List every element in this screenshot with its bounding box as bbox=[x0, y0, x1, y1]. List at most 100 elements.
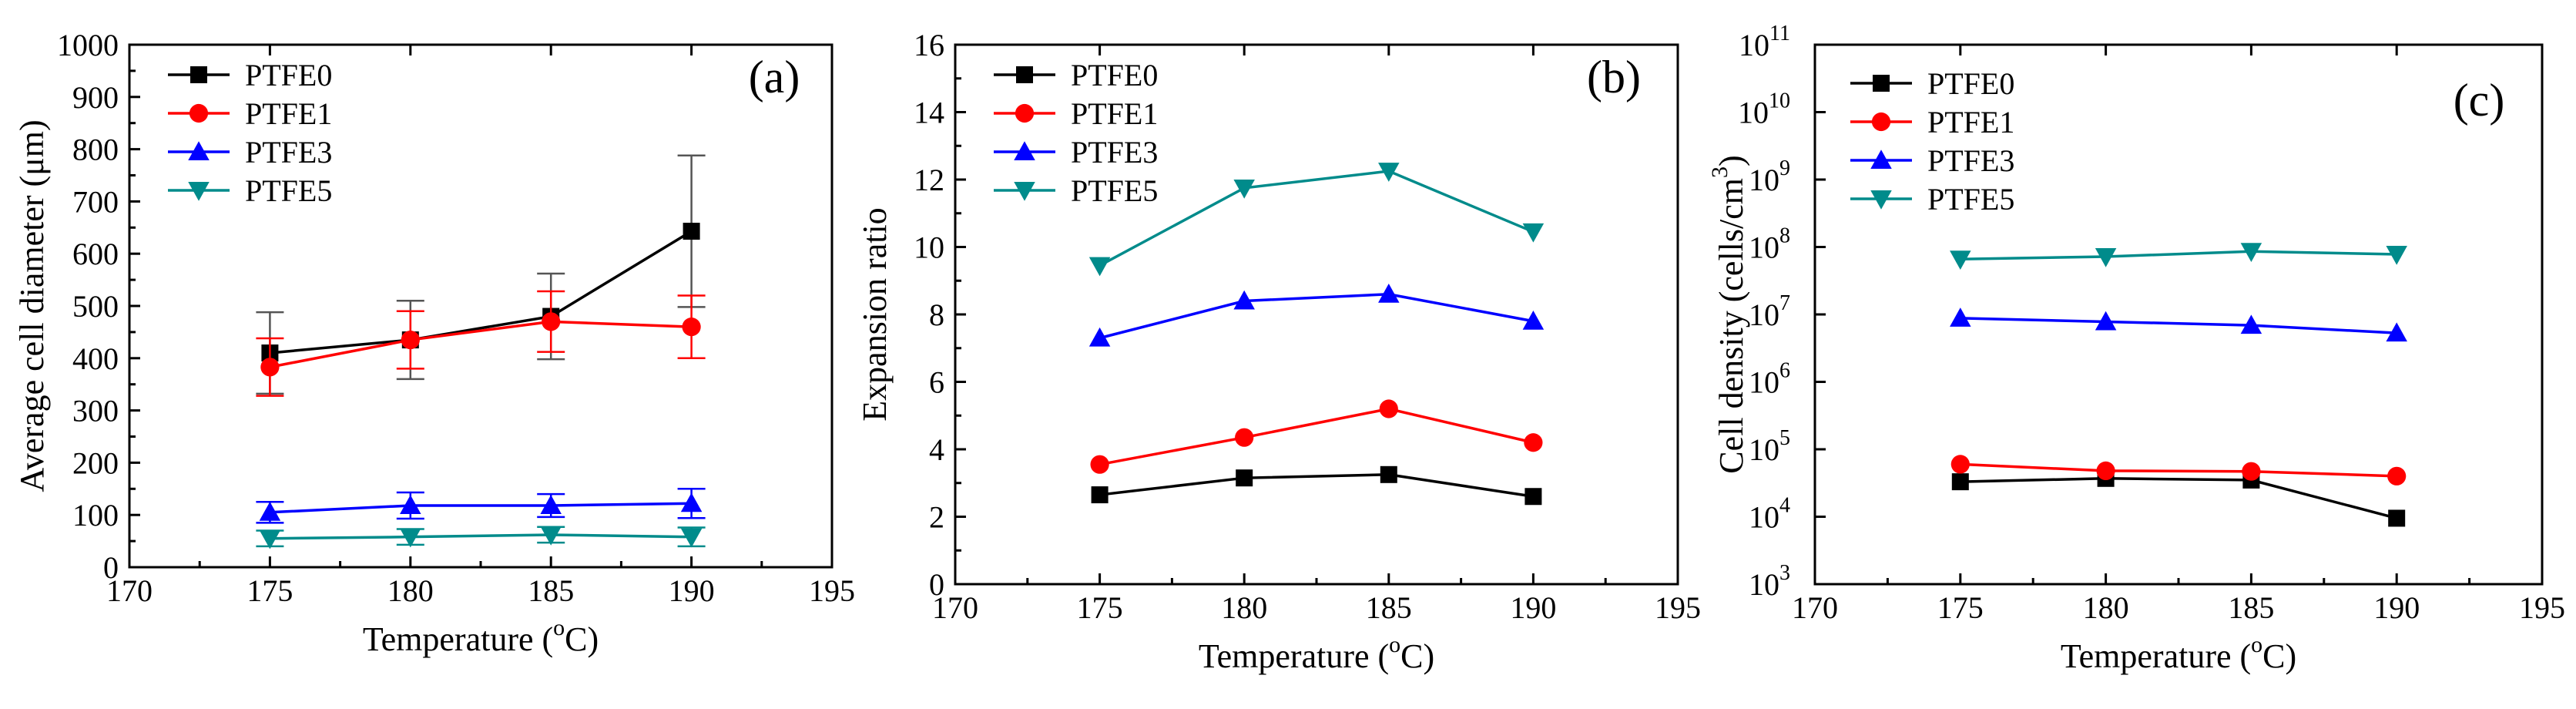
y-tick-base: 10 bbox=[1749, 163, 1779, 197]
y-tick-exponent: 3 bbox=[1779, 561, 1790, 585]
y-tick-base: 10 bbox=[1739, 28, 1769, 62]
series-ptfe3 bbox=[1088, 284, 1545, 347]
data-point bbox=[2240, 243, 2262, 262]
x-tick-label: 175 bbox=[247, 573, 293, 608]
y-tick-label: 107 bbox=[1749, 291, 1790, 332]
data-point bbox=[400, 528, 421, 548]
data-point bbox=[1235, 428, 1254, 447]
legend-marker bbox=[1870, 150, 1892, 169]
x-axis-label-degree: o bbox=[1389, 632, 1400, 657]
data-point bbox=[2386, 245, 2407, 265]
y-tick-exponent: 11 bbox=[1769, 22, 1790, 45]
x-axis-label-unit: C) bbox=[565, 620, 599, 658]
y-tick-label: 4 bbox=[929, 432, 944, 467]
x-tick-label: 180 bbox=[1221, 590, 1267, 625]
y-tick-label: 200 bbox=[72, 445, 119, 480]
y-tick-exponent: 5 bbox=[1779, 426, 1790, 450]
y-tick-exponent: 8 bbox=[1779, 224, 1790, 248]
y-tick-label: 12 bbox=[914, 163, 944, 197]
panel-label: (a) bbox=[749, 52, 800, 102]
x-tick-label: 170 bbox=[932, 590, 978, 625]
data-point bbox=[1950, 307, 1971, 327]
plot-frame bbox=[954, 43, 1679, 586]
y-axis-label-superscript: 3 bbox=[1707, 166, 1732, 178]
data-point bbox=[2242, 462, 2261, 481]
series-line bbox=[270, 230, 693, 354]
y-tick-exponent: 9 bbox=[1779, 156, 1790, 180]
y-tick-label: 2 bbox=[929, 500, 944, 535]
series-line bbox=[1960, 250, 2397, 261]
y-tick-label: 10 bbox=[914, 230, 944, 265]
series-ptfe3 bbox=[1950, 307, 2407, 342]
x-axis-label-unit: C) bbox=[1400, 637, 1434, 675]
legend-item-ptfe5: PTFE5 bbox=[994, 173, 1158, 208]
data-point bbox=[680, 528, 703, 548]
chart-panel-1: 170 175 180 185 190 195 0 100 200 300 400 500 600 700… bbox=[13, 28, 855, 658]
panel-label: (c) bbox=[2454, 75, 2505, 126]
y-tick-label: 1000 bbox=[57, 28, 119, 62]
series-line bbox=[1099, 473, 1534, 498]
data-point bbox=[2095, 247, 2117, 267]
y-axis-label-text: Cell density (cells/cm bbox=[1712, 178, 1750, 474]
x-tick-label: 175 bbox=[1077, 590, 1123, 625]
legend-marker bbox=[189, 103, 209, 123]
legend-label: PTFE1 bbox=[1071, 96, 1158, 131]
legend-item-ptfe3: PTFE3 bbox=[1850, 143, 2014, 178]
y-tick-label: 800 bbox=[72, 133, 119, 167]
y-tick-label: 8 bbox=[929, 297, 944, 332]
x-tick-label: 180 bbox=[2083, 590, 2129, 625]
legend-item-ptfe5: PTFE5 bbox=[168, 173, 332, 208]
y-tick-label: 105 bbox=[1749, 426, 1790, 467]
series-ptfe1 bbox=[1950, 455, 2407, 486]
data-point bbox=[2240, 314, 2262, 334]
data-point bbox=[1524, 433, 1543, 452]
data-point bbox=[1090, 455, 1109, 474]
x-tick-label: 185 bbox=[2228, 590, 2274, 625]
data-point bbox=[542, 312, 561, 331]
x-tick-label: 195 bbox=[2519, 590, 2565, 625]
x-tick-label: 195 bbox=[1655, 590, 1701, 625]
y-tick-label: 0 bbox=[103, 550, 119, 585]
x-tick-label: 195 bbox=[809, 573, 855, 608]
legend-item-ptfe1: PTFE1 bbox=[168, 96, 332, 131]
data-point bbox=[1522, 223, 1545, 243]
panel-label: (b) bbox=[1587, 52, 1641, 102]
x-tick-label: 170 bbox=[1792, 590, 1838, 625]
y-tick-base: 10 bbox=[1749, 297, 1779, 332]
legend-label: PTFE3 bbox=[1071, 135, 1158, 170]
data-point bbox=[2096, 461, 2115, 480]
series-ptfe5 bbox=[1950, 243, 2407, 270]
data-point bbox=[1088, 257, 1111, 277]
x-axis-label-unit: C) bbox=[2262, 637, 2296, 675]
y-axis-label: Expansion ratio bbox=[856, 207, 894, 421]
data-point bbox=[540, 526, 562, 546]
x-axis-label-degree: o bbox=[553, 615, 565, 640]
data-point bbox=[1380, 465, 1397, 483]
y-tick-base: 10 bbox=[1749, 567, 1779, 602]
x-tick-label: 180 bbox=[387, 573, 434, 608]
y-tick-label: 300 bbox=[72, 394, 119, 428]
series-line bbox=[1099, 292, 1534, 340]
legend-label: PTFE3 bbox=[245, 135, 332, 170]
series-ptfe3 bbox=[256, 488, 706, 524]
legend-item-ptfe1: PTFE1 bbox=[994, 96, 1158, 131]
x-axis-label-text: Temperature ( bbox=[363, 620, 553, 658]
x-tick-label: 175 bbox=[1937, 590, 1984, 625]
legend-item-ptfe0: PTFE0 bbox=[994, 58, 1158, 92]
legend-label: PTFE0 bbox=[1927, 66, 2014, 101]
series-ptfe5 bbox=[1088, 163, 1545, 277]
data-point bbox=[401, 330, 420, 350]
y-tick-label: 600 bbox=[72, 237, 119, 271]
data-point bbox=[1950, 455, 1970, 474]
series-ptfe1 bbox=[1090, 399, 1543, 474]
data-point bbox=[1088, 327, 1111, 347]
legend-item-ptfe0: PTFE0 bbox=[1850, 66, 2014, 101]
legend-label: PTFE0 bbox=[1071, 58, 1158, 92]
y-tick-label: 0 bbox=[929, 567, 944, 602]
x-tick-label: 190 bbox=[1510, 590, 1556, 625]
y-axis-label: Average cell diameter (μm) bbox=[13, 119, 51, 492]
y-tick-exponent: 7 bbox=[1779, 291, 1790, 315]
series-line bbox=[1960, 477, 2397, 520]
legend-item-ptfe1: PTFE1 bbox=[1850, 105, 2014, 139]
